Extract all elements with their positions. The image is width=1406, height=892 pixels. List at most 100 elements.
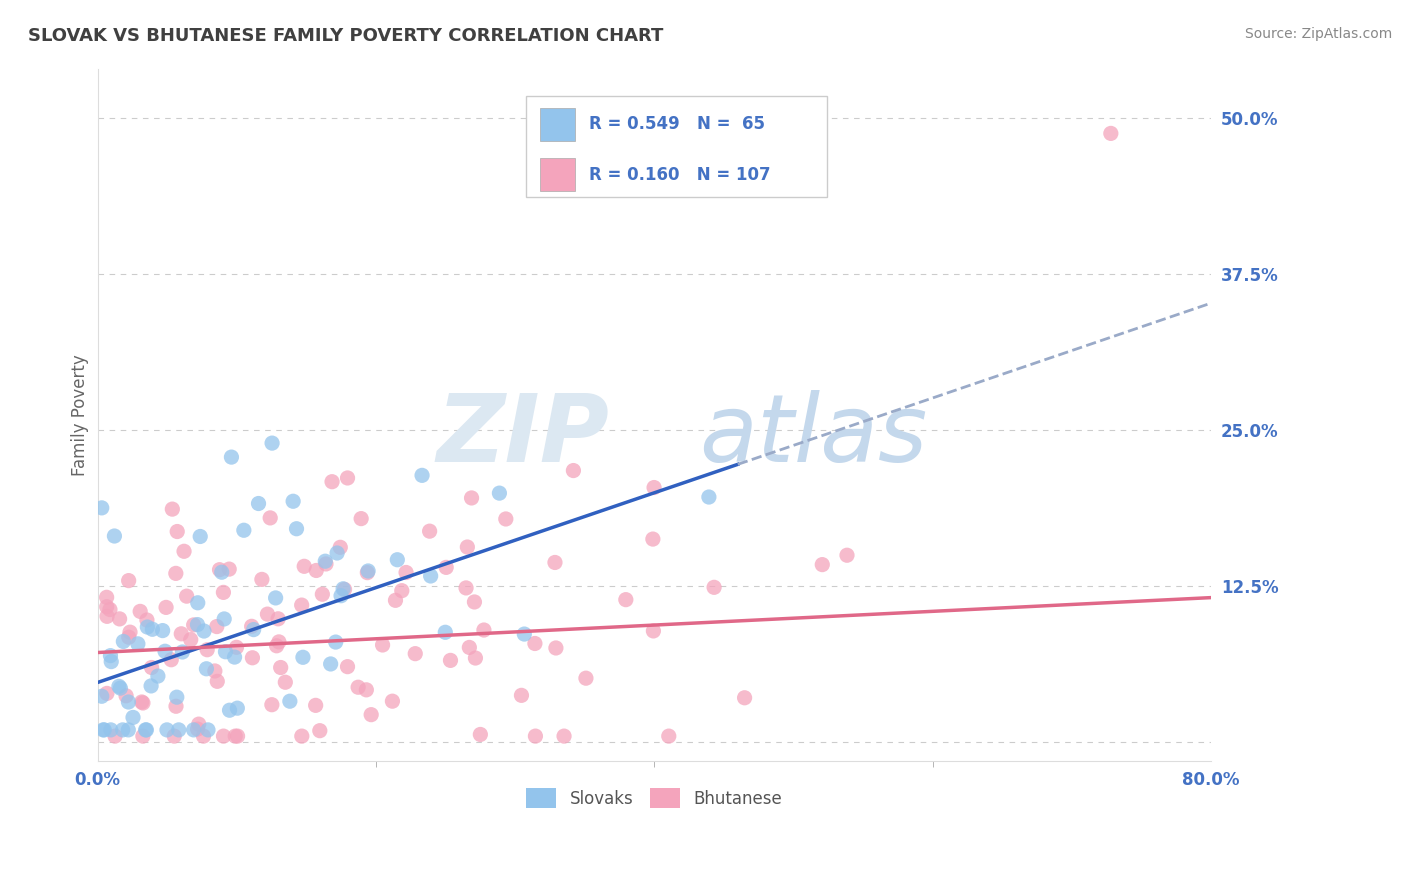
Point [135,723,157,737]
Point [643,624,665,638]
Point [734,690,756,705]
Point [153,644,176,658]
Point [93,723,115,737]
Point [204,664,226,678]
Point [264,591,287,605]
Point [180,632,202,647]
Point [173,544,195,558]
Point [187,717,209,731]
Point [195,642,218,657]
Point [197,723,219,737]
Point [350,511,373,525]
Point [111,723,134,737]
Text: R = 0.549   N =  65: R = 0.549 N = 65 [589,115,765,133]
Point [250,573,273,587]
Point [835,548,858,562]
Point [90,500,112,515]
Point [224,729,246,743]
Point [395,566,418,580]
Point [127,637,149,651]
Point [703,580,725,594]
Point [259,511,281,525]
Point [575,671,598,685]
Point [226,701,249,715]
Point [336,471,359,485]
Point [187,722,209,736]
Point [211,566,233,580]
Point [463,595,485,609]
FancyBboxPatch shape [526,96,827,196]
Point [176,589,198,603]
Point [183,723,205,737]
Point [136,620,159,634]
Point [1099,127,1122,141]
Point [256,607,278,621]
Point [697,490,720,504]
Point [456,540,478,554]
Point [167,723,190,737]
Point [458,640,481,655]
Y-axis label: Family Poverty: Family Poverty [72,354,89,475]
Point [118,625,141,640]
Point [523,636,546,650]
Point [419,569,441,583]
Point [104,729,127,743]
Point [98,602,121,616]
Legend: Slovaks, Bhutanese: Slovaks, Bhutanese [520,781,789,815]
Point [135,723,157,737]
Point [166,524,188,539]
Point [183,618,205,632]
Point [391,583,413,598]
Point [160,653,183,667]
Point [146,669,169,683]
Point [170,627,193,641]
Point [292,559,315,574]
Point [110,681,132,695]
Point [384,593,406,607]
Text: SLOVAK VS BHUTANESE FAMILY POVERTY CORRELATION CHART: SLOVAK VS BHUTANESE FAMILY POVERTY CORRE… [28,27,664,45]
Point [118,574,141,588]
Point [207,674,229,689]
Point [371,638,394,652]
Point [470,727,492,741]
Point [267,612,290,626]
Point [91,723,114,737]
Point [205,619,228,633]
Point [332,582,354,596]
Point [103,529,125,543]
Point [187,596,209,610]
Point [186,617,208,632]
Point [131,695,153,709]
Point [270,660,292,674]
Point [96,591,118,605]
Point [218,703,240,717]
Point [356,566,378,580]
Point [172,645,194,659]
Point [225,640,247,655]
Point [108,612,131,626]
Point [240,619,263,633]
Point [100,723,122,737]
Point [308,723,330,738]
Point [291,650,314,665]
Point [129,604,152,618]
Point [291,729,314,743]
Point [325,635,347,649]
Point [524,729,547,743]
Point [544,556,567,570]
Point [112,634,135,648]
Point [115,689,138,703]
Point [224,650,246,665]
Text: Source: ZipAtlas.com: Source: ZipAtlas.com [1244,27,1392,41]
Point [356,682,378,697]
Point [141,622,163,636]
Point [434,625,457,640]
Point [387,553,409,567]
Point [330,589,353,603]
Point [155,600,177,615]
Point [614,592,637,607]
Point [195,662,218,676]
Point [218,562,240,576]
Point [267,635,290,649]
Point [139,679,162,693]
